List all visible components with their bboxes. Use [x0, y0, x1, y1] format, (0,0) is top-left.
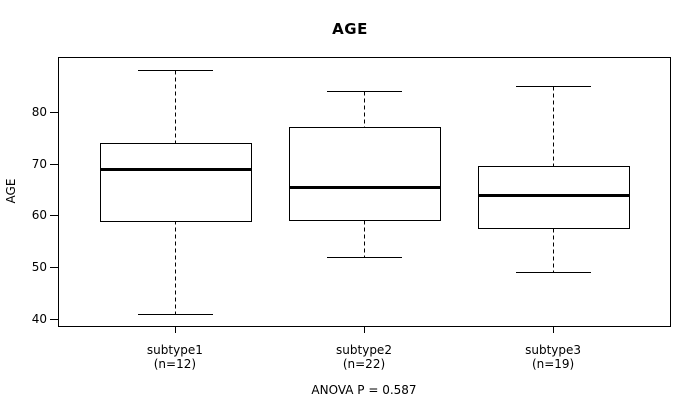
- group-label-subtype1: subtype1 (n=12): [100, 343, 250, 371]
- group-count: (n=19): [531, 357, 575, 371]
- y-tick-label: 40: [31, 311, 47, 326]
- y-tick-label: 50: [31, 260, 47, 275]
- group-name: subtype1: [146, 343, 203, 357]
- chart-title: AGE: [332, 20, 368, 38]
- anova-annotation: ANOVA P = 0.587: [311, 383, 417, 397]
- iqr-box: [289, 127, 441, 221]
- iqr-box: [478, 166, 630, 229]
- iqr-box: [100, 143, 252, 222]
- y-tick-label: 70: [31, 156, 47, 171]
- y-tick-label: 60: [31, 208, 47, 223]
- group-label-subtype3: subtype3 (n=19): [478, 343, 628, 371]
- y-tick-label: 80: [31, 104, 47, 119]
- group-name: subtype2: [336, 343, 392, 357]
- group-label-subtype2: subtype2 (n=22): [289, 343, 439, 371]
- group-count: (n=22): [342, 357, 386, 371]
- group-count: (n=12): [153, 357, 197, 371]
- group-name: subtype3: [525, 343, 582, 357]
